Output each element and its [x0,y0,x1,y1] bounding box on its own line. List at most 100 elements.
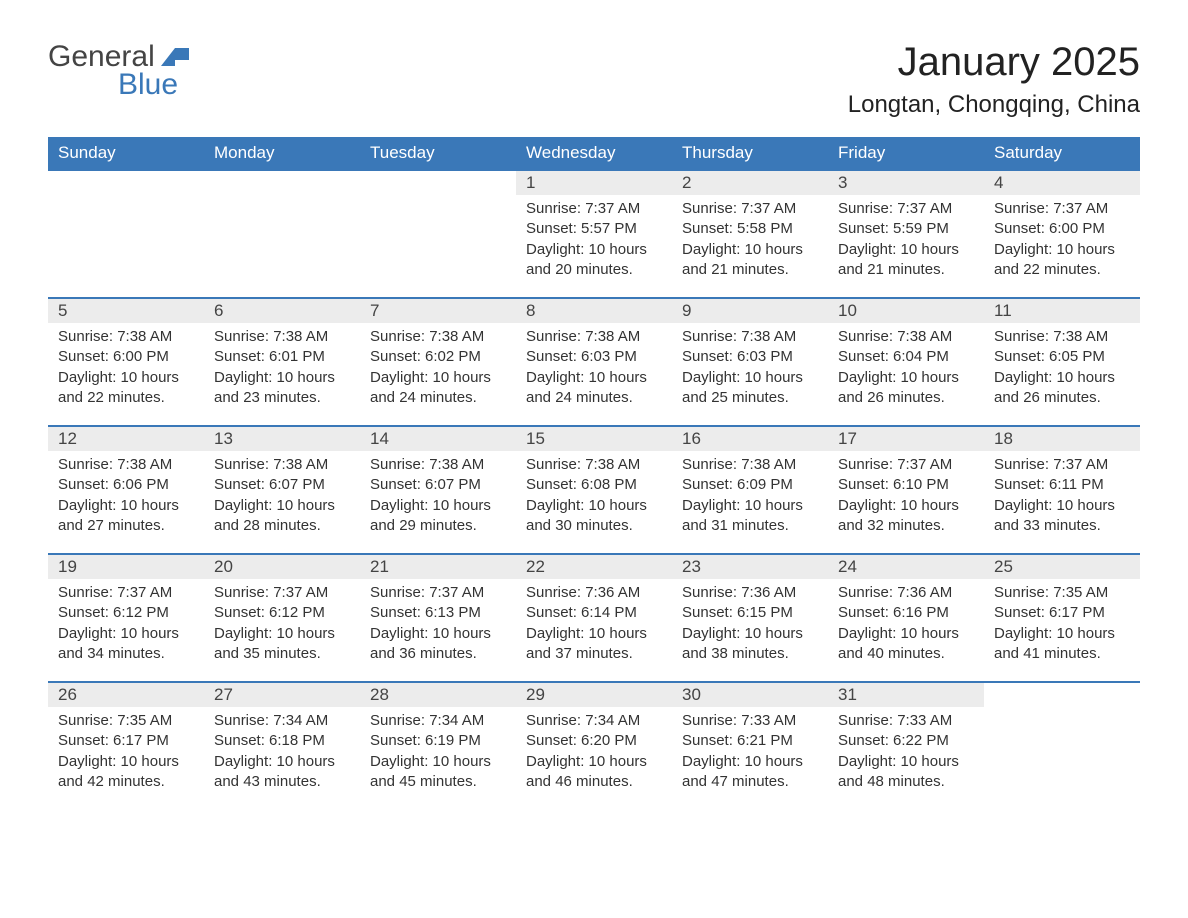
day-body: Sunrise: 7:34 AMSunset: 6:20 PMDaylight:… [516,707,672,800]
day-body: Sunrise: 7:38 AMSunset: 6:07 PMDaylight:… [204,451,360,544]
sunset-line: Sunset: 6:00 PM [994,219,1130,239]
sunset-line: Sunset: 6:21 PM [682,731,818,751]
sunrise-line: Sunrise: 7:37 AM [994,455,1130,475]
sunset-line: Sunset: 6:14 PM [526,603,662,623]
sunrise-line: Sunrise: 7:38 AM [214,455,350,475]
day-number: 2 [672,171,828,195]
sunrise-line: Sunrise: 7:38 AM [370,327,506,347]
day-number: 15 [516,427,672,451]
weekday-header: Saturday [984,137,1140,170]
daylight-line: Daylight: 10 hours and 25 minutes. [682,368,818,409]
day-number: 24 [828,555,984,579]
day-body: Sunrise: 7:33 AMSunset: 6:22 PMDaylight:… [828,707,984,800]
day-body: Sunrise: 7:38 AMSunset: 6:06 PMDaylight:… [48,451,204,544]
day-body: Sunrise: 7:37 AMSunset: 6:10 PMDaylight:… [828,451,984,544]
weekday-header: Sunday [48,137,204,170]
sunset-line: Sunset: 6:09 PM [682,475,818,495]
daylight-line: Daylight: 10 hours and 23 minutes. [214,368,350,409]
day-number: 29 [516,683,672,707]
day-number: 4 [984,171,1140,195]
sunrise-line: Sunrise: 7:37 AM [994,199,1130,219]
day-number: 22 [516,555,672,579]
day-number: 1 [516,171,672,195]
calendar-empty-cell [48,170,204,298]
calendar-day-cell: 15Sunrise: 7:38 AMSunset: 6:08 PMDayligh… [516,426,672,554]
sunrise-line: Sunrise: 7:36 AM [682,583,818,603]
sunset-line: Sunset: 6:06 PM [58,475,194,495]
sunrise-line: Sunrise: 7:34 AM [370,711,506,731]
calendar-day-cell: 18Sunrise: 7:37 AMSunset: 6:11 PMDayligh… [984,426,1140,554]
sunrise-line: Sunrise: 7:37 AM [58,583,194,603]
sunrise-line: Sunrise: 7:34 AM [526,711,662,731]
calendar-day-cell: 9Sunrise: 7:38 AMSunset: 6:03 PMDaylight… [672,298,828,426]
calendar-day-cell: 21Sunrise: 7:37 AMSunset: 6:13 PMDayligh… [360,554,516,682]
day-body: Sunrise: 7:38 AMSunset: 6:09 PMDaylight:… [672,451,828,544]
calendar-day-cell: 26Sunrise: 7:35 AMSunset: 6:17 PMDayligh… [48,682,204,810]
daylight-line: Daylight: 10 hours and 38 minutes. [682,624,818,665]
calendar-week-row: 1Sunrise: 7:37 AMSunset: 5:57 PMDaylight… [48,170,1140,298]
day-number: 3 [828,171,984,195]
sunset-line: Sunset: 6:19 PM [370,731,506,751]
calendar-day-cell: 13Sunrise: 7:38 AMSunset: 6:07 PMDayligh… [204,426,360,554]
day-body: Sunrise: 7:37 AMSunset: 5:58 PMDaylight:… [672,195,828,288]
day-number: 6 [204,299,360,323]
daylight-line: Daylight: 10 hours and 33 minutes. [994,496,1130,537]
daylight-line: Daylight: 10 hours and 29 minutes. [370,496,506,537]
day-number: 10 [828,299,984,323]
daylight-line: Daylight: 10 hours and 47 minutes. [682,752,818,793]
weekday-header: Tuesday [360,137,516,170]
calendar-day-cell: 10Sunrise: 7:38 AMSunset: 6:04 PMDayligh… [828,298,984,426]
sunrise-line: Sunrise: 7:37 AM [214,583,350,603]
daylight-line: Daylight: 10 hours and 21 minutes. [838,240,974,281]
day-number: 18 [984,427,1140,451]
sunrise-line: Sunrise: 7:38 AM [682,327,818,347]
daylight-line: Daylight: 10 hours and 41 minutes. [994,624,1130,665]
calendar-header-row: SundayMondayTuesdayWednesdayThursdayFrid… [48,137,1140,170]
weekday-header: Thursday [672,137,828,170]
calendar-week-row: 26Sunrise: 7:35 AMSunset: 6:17 PMDayligh… [48,682,1140,810]
sunset-line: Sunset: 5:57 PM [526,219,662,239]
calendar-day-cell: 22Sunrise: 7:36 AMSunset: 6:14 PMDayligh… [516,554,672,682]
day-body: Sunrise: 7:37 AMSunset: 6:00 PMDaylight:… [984,195,1140,288]
daylight-line: Daylight: 10 hours and 43 minutes. [214,752,350,793]
day-number: 20 [204,555,360,579]
calendar-week-row: 12Sunrise: 7:38 AMSunset: 6:06 PMDayligh… [48,426,1140,554]
sunrise-line: Sunrise: 7:37 AM [370,583,506,603]
daylight-line: Daylight: 10 hours and 46 minutes. [526,752,662,793]
day-body: Sunrise: 7:37 AMSunset: 6:12 PMDaylight:… [204,579,360,672]
sunset-line: Sunset: 6:01 PM [214,347,350,367]
calendar-day-cell: 6Sunrise: 7:38 AMSunset: 6:01 PMDaylight… [204,298,360,426]
day-body: Sunrise: 7:38 AMSunset: 6:00 PMDaylight:… [48,323,204,416]
sunrise-line: Sunrise: 7:37 AM [838,199,974,219]
sunset-line: Sunset: 6:02 PM [370,347,506,367]
calendar-day-cell: 28Sunrise: 7:34 AMSunset: 6:19 PMDayligh… [360,682,516,810]
daylight-line: Daylight: 10 hours and 36 minutes. [370,624,506,665]
day-body: Sunrise: 7:37 AMSunset: 6:11 PMDaylight:… [984,451,1140,544]
daylight-line: Daylight: 10 hours and 24 minutes. [526,368,662,409]
calendar-day-cell: 29Sunrise: 7:34 AMSunset: 6:20 PMDayligh… [516,682,672,810]
sunset-line: Sunset: 6:00 PM [58,347,194,367]
calendar-empty-cell [984,682,1140,810]
calendar-day-cell: 2Sunrise: 7:37 AMSunset: 5:58 PMDaylight… [672,170,828,298]
calendar-day-cell: 5Sunrise: 7:38 AMSunset: 6:00 PMDaylight… [48,298,204,426]
day-number: 31 [828,683,984,707]
logo: General Blue [48,40,189,102]
day-number: 7 [360,299,516,323]
sunset-line: Sunset: 6:13 PM [370,603,506,623]
day-body: Sunrise: 7:36 AMSunset: 6:16 PMDaylight:… [828,579,984,672]
daylight-line: Daylight: 10 hours and 48 minutes. [838,752,974,793]
sunset-line: Sunset: 6:12 PM [58,603,194,623]
day-body: Sunrise: 7:38 AMSunset: 6:05 PMDaylight:… [984,323,1140,416]
daylight-line: Daylight: 10 hours and 27 minutes. [58,496,194,537]
day-number: 8 [516,299,672,323]
sunrise-line: Sunrise: 7:38 AM [838,327,974,347]
daylight-line: Daylight: 10 hours and 20 minutes. [526,240,662,281]
daylight-line: Daylight: 10 hours and 22 minutes. [58,368,194,409]
weekday-header: Monday [204,137,360,170]
sunrise-line: Sunrise: 7:35 AM [58,711,194,731]
calendar-empty-cell [204,170,360,298]
calendar-day-cell: 30Sunrise: 7:33 AMSunset: 6:21 PMDayligh… [672,682,828,810]
day-number: 25 [984,555,1140,579]
daylight-line: Daylight: 10 hours and 32 minutes. [838,496,974,537]
sunset-line: Sunset: 6:22 PM [838,731,974,751]
